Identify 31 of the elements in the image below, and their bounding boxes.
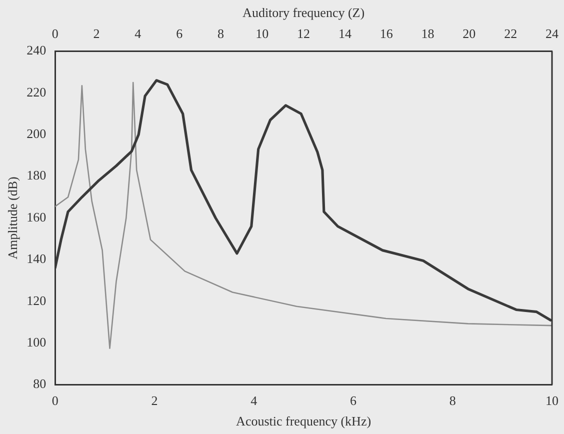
y-axis-title: Amplitude (dB) — [5, 176, 20, 260]
y-tick-label: 240 — [26, 42, 46, 58]
x2-tick-label: 18 — [421, 26, 434, 41]
x2-tick-label: 20 — [462, 26, 476, 41]
y-tick-label: 80 — [33, 376, 46, 392]
y-tick-label: 160 — [26, 209, 46, 224]
x-tick-label: 0 — [52, 393, 58, 408]
x-tick-label: 2 — [151, 393, 158, 408]
x2-tick-label: 2 — [93, 26, 100, 41]
x2-tick-label: 10 — [256, 26, 269, 41]
x2-tick-label: 14 — [338, 26, 352, 41]
x2-tick-label: 12 — [297, 26, 310, 41]
x2-tick-label: 4 — [134, 26, 142, 41]
x-tick-label: 8 — [449, 393, 456, 408]
x2-tick-label: 24 — [546, 26, 559, 41]
x2-tick-label: 8 — [217, 26, 224, 41]
y-tick-label: 180 — [26, 168, 46, 183]
x2-tick-label: 16 — [380, 26, 394, 41]
y-tick-label: 200 — [26, 126, 46, 142]
x-tick-label: 4 — [250, 393, 258, 408]
x2-tick-label: 0 — [52, 26, 58, 41]
y-tick-label: 140 — [26, 251, 46, 266]
x2-axis-title: Auditory frequency (Z) — [242, 5, 365, 20]
y-tick-label: 120 — [26, 292, 46, 308]
y-tick-label: 100 — [26, 334, 46, 350]
x2-tick-label: 6 — [176, 26, 184, 41]
y-tick-label: 220 — [26, 84, 46, 100]
x-tick-label: 6 — [350, 393, 357, 408]
x-tick-label: 10 — [546, 393, 558, 408]
x2-tick-label: 22 — [504, 26, 518, 41]
x-axis-title: Acoustic frequency (kHz) — [236, 414, 372, 429]
